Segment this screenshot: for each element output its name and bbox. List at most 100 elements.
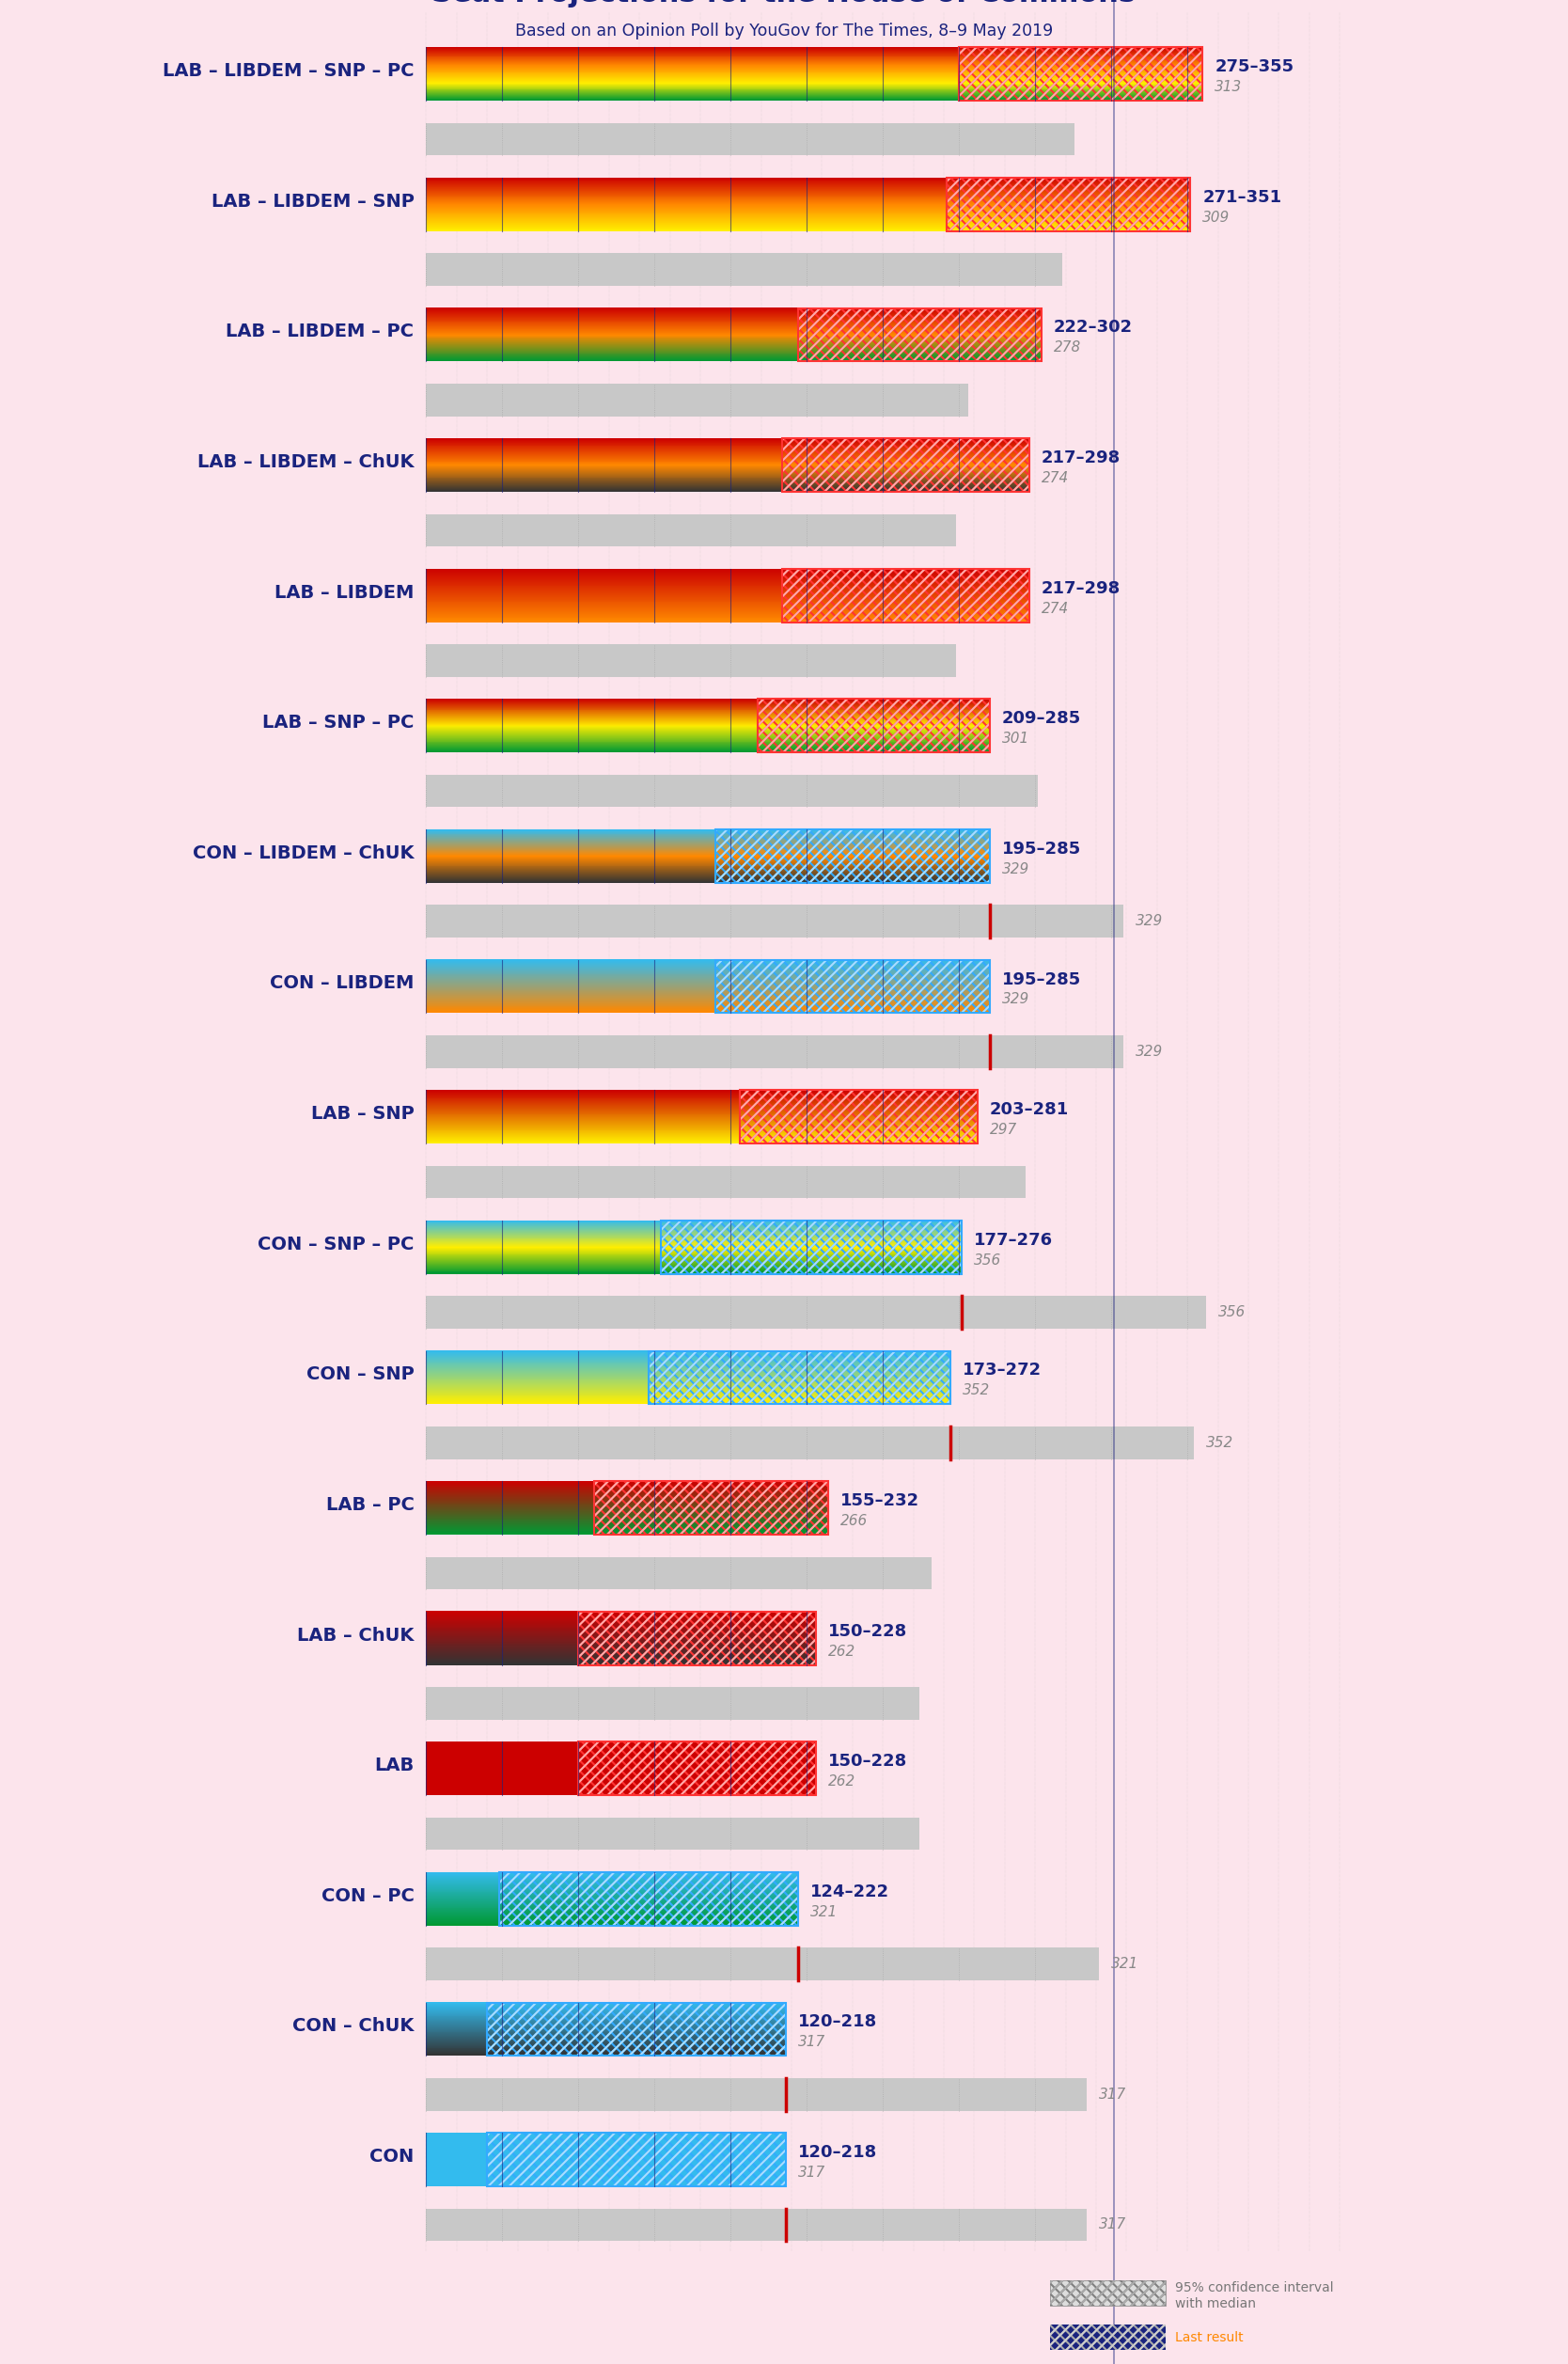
Text: 317: 317	[1099, 2087, 1127, 2102]
Bar	[499, 1872, 798, 1927]
Text: 317: 317	[798, 2035, 825, 2050]
Bar	[947, 177, 1190, 232]
Bar	[1051, 2324, 1167, 2350]
Bar	[782, 437, 1029, 492]
Bar	[426, 1295, 1206, 1329]
Bar	[579, 1612, 815, 1664]
Bar	[426, 1035, 1124, 1069]
Bar	[579, 1612, 815, 1664]
Bar	[798, 307, 1041, 362]
Text: 195–285: 195–285	[1002, 972, 1080, 988]
Text: 329: 329	[1135, 915, 1163, 929]
Text: 209–285: 209–285	[1002, 709, 1080, 728]
Text: 275–355: 275–355	[1215, 59, 1294, 76]
Text: 177–276: 177–276	[974, 1232, 1054, 1248]
Text: 274: 274	[1041, 470, 1069, 485]
Text: LAB: LAB	[375, 1756, 414, 1775]
Text: 266: 266	[840, 1513, 867, 1527]
Bar	[649, 1350, 950, 1404]
Bar	[488, 2002, 786, 2057]
Text: 173–272: 173–272	[963, 1362, 1041, 1378]
Bar	[426, 775, 1038, 806]
Text: with median: with median	[1176, 2298, 1256, 2310]
Bar	[798, 307, 1041, 362]
Bar	[426, 123, 1074, 156]
Text: 317: 317	[1099, 2217, 1127, 2232]
Bar	[426, 645, 956, 676]
Bar	[960, 47, 1203, 102]
Bar	[715, 830, 989, 882]
Bar	[594, 1482, 828, 1534]
Bar	[740, 1090, 977, 1144]
Text: 195–285: 195–285	[1002, 842, 1080, 858]
Text: 120–218: 120–218	[798, 2014, 877, 2031]
Bar	[426, 1425, 1193, 1459]
Bar	[660, 1220, 963, 1274]
Text: 271–351: 271–351	[1203, 189, 1281, 206]
Text: 203–281: 203–281	[989, 1102, 1069, 1118]
Text: LAB – LIBDEM – SNP – PC: LAB – LIBDEM – SNP – PC	[163, 61, 414, 80]
Bar	[960, 47, 1203, 102]
Bar	[1051, 2324, 1167, 2350]
Bar	[757, 700, 989, 752]
Bar	[488, 2002, 786, 2057]
Bar	[649, 1350, 950, 1404]
Text: 95% confidence interval: 95% confidence interval	[1176, 2281, 1334, 2295]
Text: LAB – LIBDEM – SNP: LAB – LIBDEM – SNP	[212, 191, 414, 210]
Bar	[426, 1165, 1025, 1199]
Bar	[426, 905, 1124, 939]
Text: 352: 352	[1206, 1435, 1232, 1449]
Text: 321: 321	[811, 1905, 837, 1920]
Bar	[798, 307, 1041, 362]
Text: Last result: Last result	[1176, 2331, 1243, 2345]
Bar	[715, 830, 989, 882]
Bar	[426, 1688, 919, 1719]
Bar	[426, 383, 967, 416]
Bar	[715, 960, 989, 1014]
Bar	[1051, 2281, 1167, 2305]
Text: 262: 262	[828, 1645, 856, 1657]
Text: CON – SNP – PC: CON – SNP – PC	[257, 1236, 414, 1253]
Text: LAB – LIBDEM: LAB – LIBDEM	[274, 584, 414, 600]
Bar	[782, 570, 1029, 622]
Text: 309: 309	[1203, 210, 1231, 225]
Text: 301: 301	[1002, 733, 1029, 747]
Bar	[426, 1948, 1099, 1981]
Bar	[488, 2132, 786, 2187]
Text: LAB – SNP: LAB – SNP	[310, 1104, 414, 1123]
Bar	[426, 1558, 931, 1589]
Bar	[740, 1090, 977, 1144]
Text: CON – SNP: CON – SNP	[306, 1366, 414, 1383]
Text: 150–228: 150–228	[828, 1622, 908, 1641]
Text: 313: 313	[1215, 80, 1242, 95]
Text: 278: 278	[1054, 340, 1080, 355]
Text: LAB – ChUK: LAB – ChUK	[298, 1626, 414, 1645]
Bar	[715, 830, 989, 882]
Bar	[660, 1220, 963, 1274]
Text: 217–298: 217–298	[1041, 579, 1121, 596]
Bar	[740, 1090, 977, 1144]
Text: 222–302: 222–302	[1054, 319, 1132, 336]
Bar	[947, 177, 1190, 232]
Text: CON – LIBDEM – ChUK: CON – LIBDEM – ChUK	[193, 844, 414, 863]
Bar	[782, 570, 1029, 622]
Bar	[594, 1482, 828, 1534]
Bar	[579, 1742, 815, 1794]
Bar	[594, 1482, 828, 1534]
Text: 329: 329	[1135, 1045, 1163, 1059]
Text: 124–222: 124–222	[811, 1884, 889, 1901]
Text: 356: 356	[974, 1253, 1002, 1267]
Bar	[499, 1872, 798, 1927]
Bar	[579, 1612, 815, 1664]
Text: 352: 352	[963, 1383, 989, 1397]
Bar	[660, 1220, 963, 1274]
Bar	[715, 960, 989, 1014]
Text: CON – ChUK: CON – ChUK	[293, 2016, 414, 2035]
Text: 297: 297	[989, 1123, 1018, 1137]
Text: Based on an Opinion Poll by YouGov for The Times, 8–9 May 2019: Based on an Opinion Poll by YouGov for T…	[514, 24, 1054, 40]
Text: LAB – PC: LAB – PC	[326, 1496, 414, 1513]
Bar	[488, 2002, 786, 2057]
Bar	[757, 700, 989, 752]
Bar	[426, 2208, 1087, 2241]
Text: Seat Projections for the House of Commons: Seat Projections for the House of Common…	[431, 0, 1137, 7]
